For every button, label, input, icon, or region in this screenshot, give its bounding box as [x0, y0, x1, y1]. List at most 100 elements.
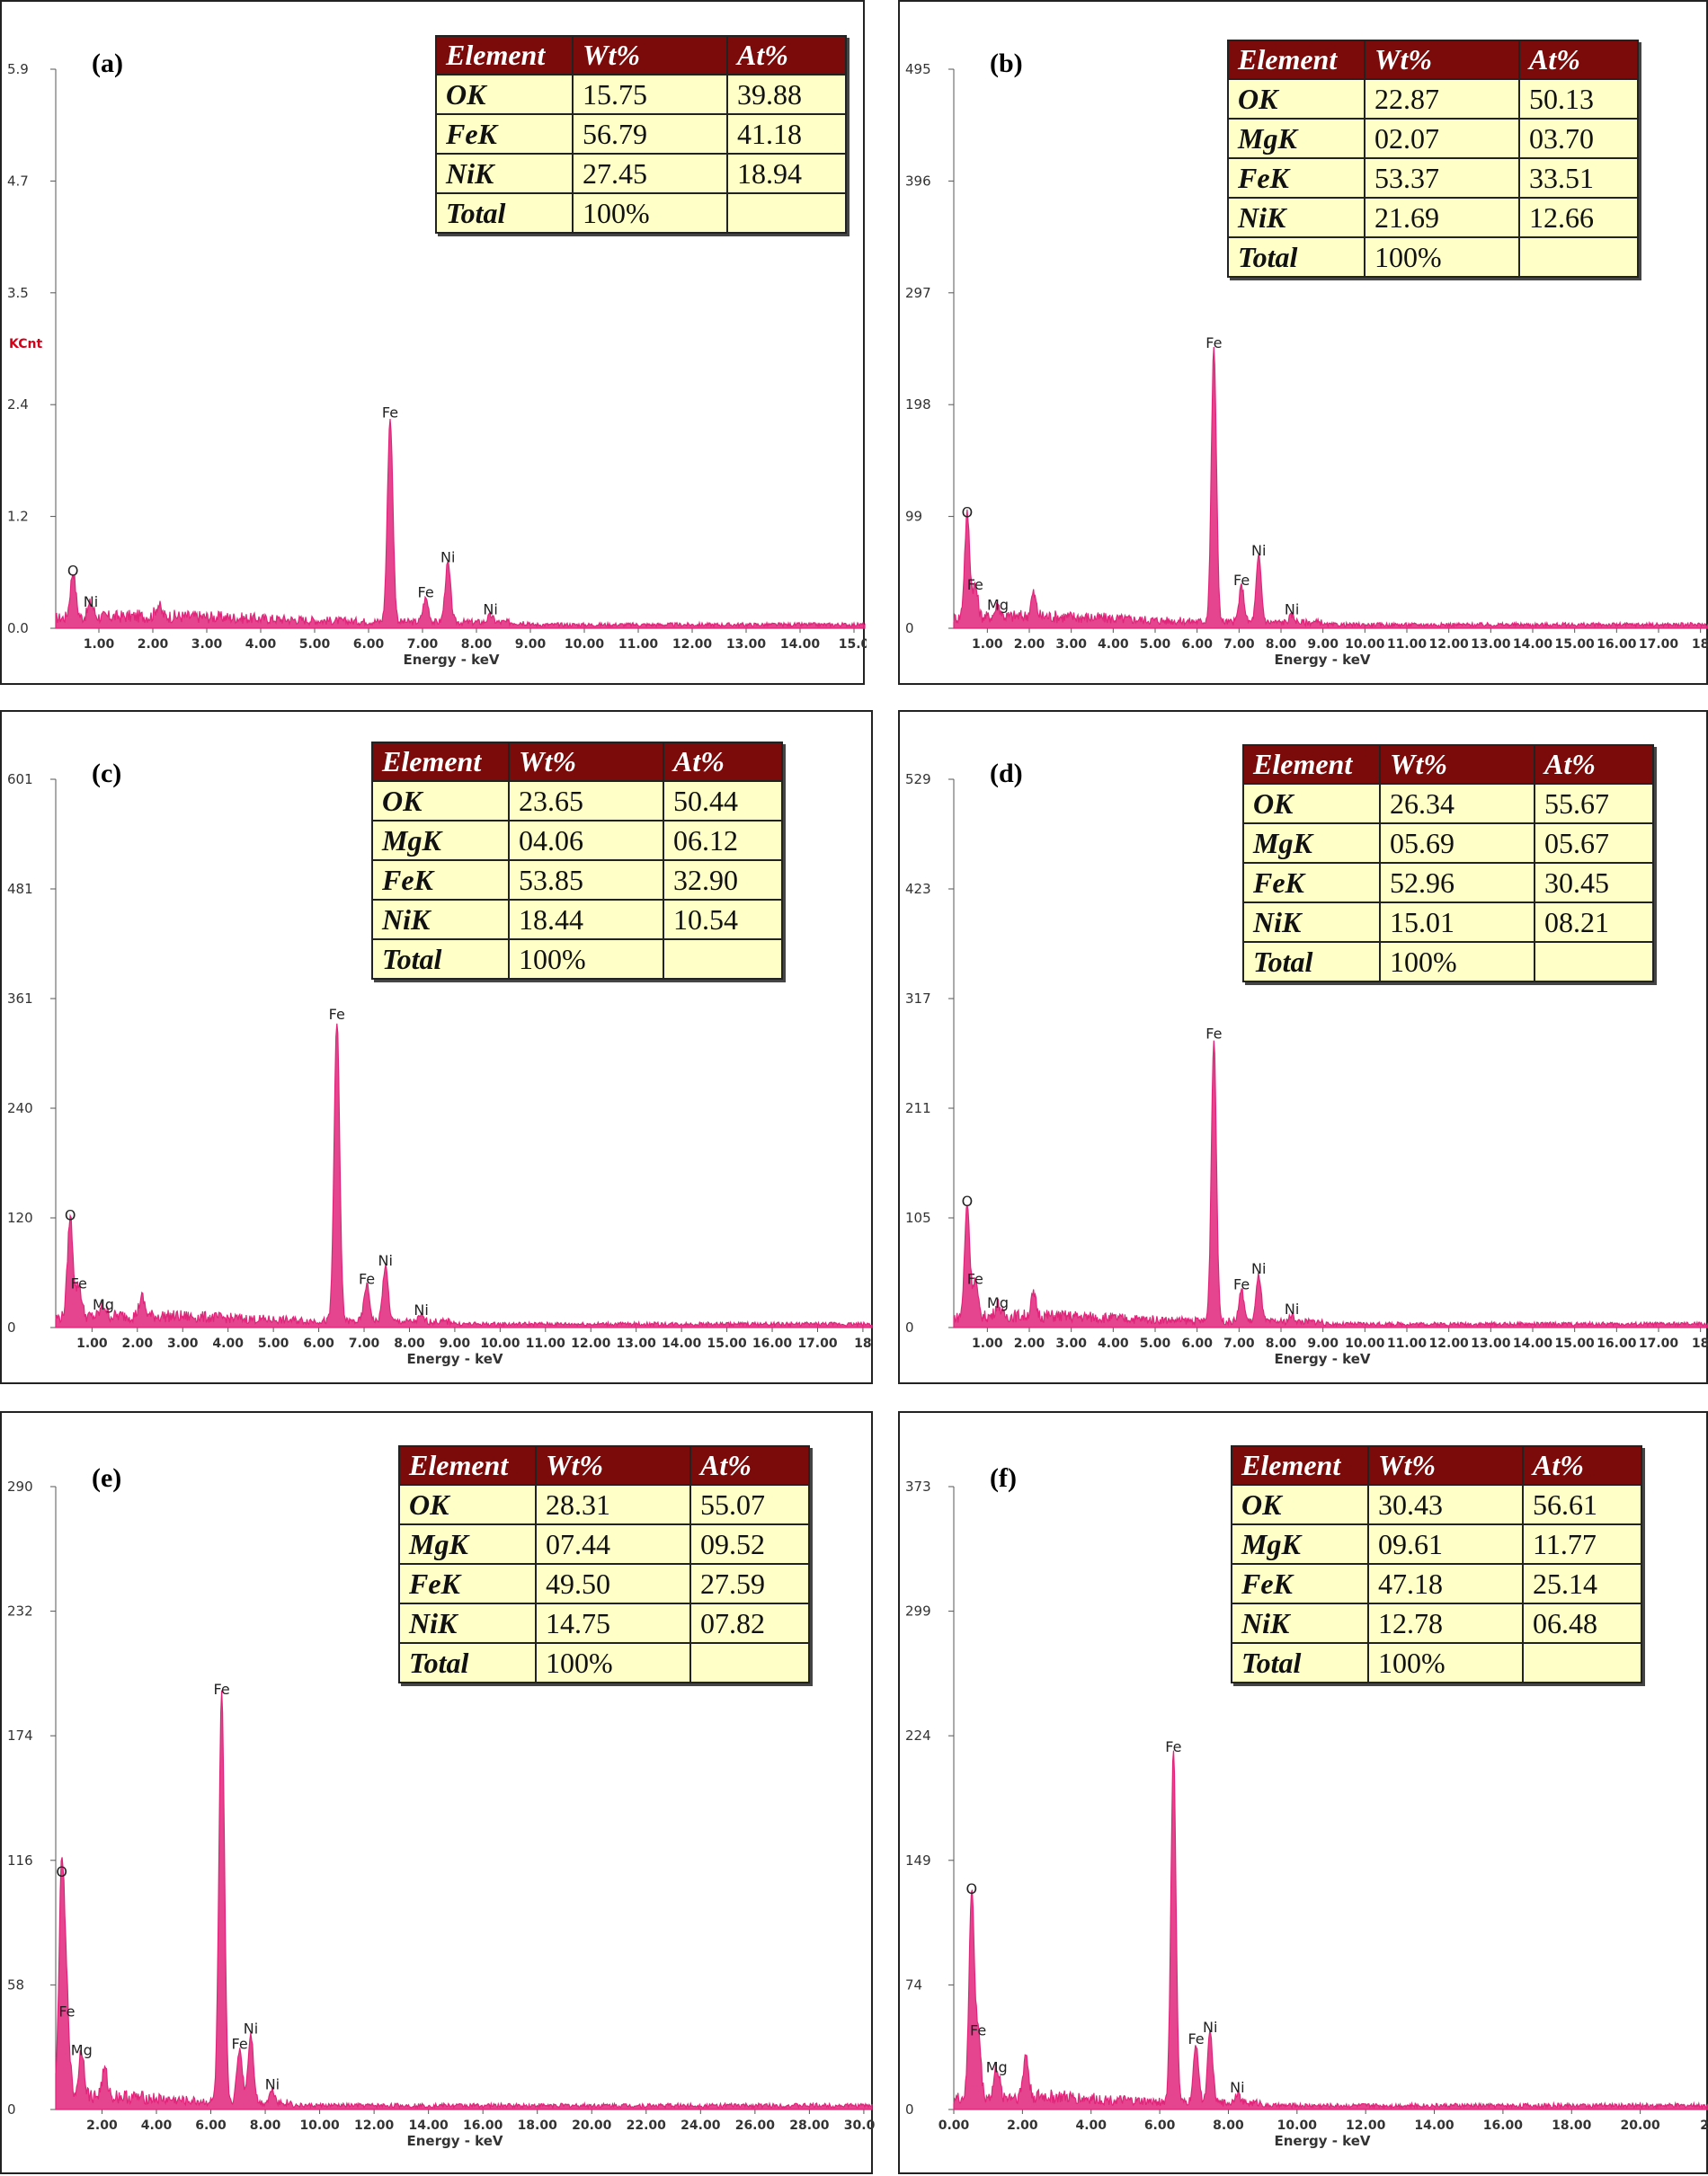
peak-label: Fe [967, 576, 983, 593]
peak-label: Fe [1165, 1738, 1181, 1755]
eds-panel: 0 105 211 317 423 529 1.00 2.00 3.00 4.00 5.00 6.00… [898, 710, 1708, 1384]
x-tick-label: 12.00 [571, 1337, 611, 1351]
table-cell: MgK [371, 820, 510, 861]
x-tick-label: 2.00 [122, 1337, 154, 1351]
y-tick-label: 99 [905, 509, 922, 525]
y-tick-label: 198 [905, 396, 931, 413]
table-cell: FeK [1242, 862, 1381, 903]
table-cell: OK [1227, 78, 1366, 120]
x-tick-label: 17.00 [1639, 637, 1679, 652]
table-cell [1522, 1642, 1642, 1683]
x-tick-label: 0.00 [939, 2118, 970, 2133]
table-cell: 32.90 [663, 859, 783, 901]
x-tick-label: 3.00 [191, 637, 223, 652]
table-cell [1534, 941, 1654, 982]
table-cell: 06.48 [1522, 1603, 1642, 1644]
eds-spectrum: 0 58 116 174 232 290 2.00 4.00 6.00 8.00 10.00 12.0… [7, 1463, 875, 2149]
peak-label: Fe [382, 404, 398, 421]
peak-label: Fe [359, 1270, 375, 1287]
x-tick-label: 8.00 [394, 1337, 425, 1351]
y-tick-label: 1.2 [7, 509, 29, 525]
peak-label: Fe [418, 584, 434, 601]
y-tick-label: 481 [7, 881, 33, 897]
x-tick-label: 17.00 [797, 1337, 838, 1351]
x-tick-label: 15.00 [1555, 637, 1596, 652]
table-cell: 100% [1367, 1642, 1524, 1683]
y-tick-label: 361 [7, 990, 33, 1007]
y-tick-label: 373 [905, 1479, 931, 1495]
x-tick-label: 9.00 [1307, 1337, 1339, 1351]
table-row: MgK 04.06 06.12 [371, 820, 783, 861]
x-tick-label: 2.00 [86, 2118, 118, 2133]
table-cell: 39.88 [726, 74, 847, 115]
y-tick-label: 174 [7, 1727, 33, 1744]
x-tick-label: 9.00 [515, 637, 547, 652]
x-tick-label: 30.00 [844, 2118, 875, 2133]
peak-label: Fe [329, 1006, 345, 1023]
x-tick-label: 5.00 [299, 637, 331, 652]
x-tick-label: 18.00 [1552, 2118, 1592, 2133]
x-axis-label: Energy - keV [406, 1351, 503, 1367]
x-tick-label: 8.00 [250, 2118, 281, 2133]
x-tick-label: 10.00 [1277, 2118, 1318, 2133]
table-row: MgK 02.07 03.70 [1227, 118, 1639, 159]
x-tick-label: 22 [1700, 2118, 1708, 2133]
y-tick-label: 4.7 [7, 173, 29, 189]
table-cell: Total [435, 192, 574, 234]
table-cell: 22.87 [1364, 78, 1520, 120]
peak-label: Fe [1188, 2030, 1204, 2047]
peak-label: Ni [244, 2021, 258, 2038]
x-tick-label: 6.00 [353, 637, 385, 652]
x-tick-label: 2.00 [1007, 2118, 1038, 2133]
x-tick-label: 3.00 [1055, 1337, 1087, 1351]
table-header: Wt% [535, 1445, 691, 1486]
x-tick-label: 10.00 [299, 2118, 340, 2133]
x-tick-label: 18.00 [518, 2118, 558, 2133]
y-tick-label: 3.5 [7, 285, 29, 301]
peak-label: Mg [987, 1294, 1009, 1311]
x-tick-label: 4.00 [1098, 1337, 1129, 1351]
table-cell: Total [371, 938, 510, 980]
peak-label: Fe [232, 2035, 248, 2052]
y-tick-label: 297 [905, 285, 931, 301]
table-header: At% [1534, 744, 1654, 785]
table-cell: 03.70 [1518, 118, 1639, 159]
table-cell [1518, 236, 1639, 278]
peak-label: Fe [967, 1271, 983, 1288]
table-row: Total 100% [371, 938, 783, 980]
x-tick-label: 28.00 [789, 2118, 830, 2133]
y-tick-label: 396 [905, 173, 931, 189]
y-tick-label: 211 [905, 1100, 931, 1116]
x-tick-label: 11.00 [618, 637, 659, 652]
panel-label: (a) [92, 49, 123, 78]
y-tick-label: 116 [7, 1852, 33, 1869]
table-header: Wt% [1379, 744, 1535, 785]
table-header: Element [398, 1445, 537, 1486]
table-cell: FeK [371, 859, 510, 901]
eds-spectrum: 0 120 240 361 481 601 1.00 2.00 3.00 4.00 5.00 6.00… [7, 759, 873, 1367]
peak-label: Ni [414, 1301, 428, 1319]
table-cell: 27.59 [689, 1563, 810, 1604]
table-cell: 11.77 [1522, 1523, 1642, 1565]
peak-label: Fe [1233, 1275, 1250, 1292]
y-tick-label: 0 [7, 1319, 16, 1336]
x-tick-label: 18 [854, 1337, 871, 1351]
peak-label: Mg [71, 2041, 93, 2058]
table-row: MgK 05.69 05.67 [1242, 822, 1654, 864]
x-tick-label: 1.00 [84, 637, 115, 652]
panel-label: (f) [990, 1463, 1017, 1493]
x-tick-label: 22.00 [627, 2118, 667, 2133]
table-cell: 02.07 [1364, 118, 1520, 159]
table-row: FeK 52.96 30.45 [1242, 862, 1654, 903]
x-tick-label: 14.00 [1513, 1337, 1553, 1351]
composition-table: Element Wt% At% OK 22.87 50.13 MgK 02.07 03.70 Fe… [1227, 40, 1639, 278]
x-tick-label: 16.00 [1483, 2118, 1524, 2133]
x-tick-label: 5.00 [258, 1337, 289, 1351]
x-tick-label: 1.00 [972, 637, 1003, 652]
x-tick-label: 5.00 [1140, 637, 1171, 652]
y-tick-label: 0 [905, 1319, 914, 1336]
eds-spectrum: 0.0 1.2 2.4 3.5 4.7 5.9 1.00 2.00 3.00 4.00 5.00 6.… [7, 49, 867, 668]
x-tick-label: 4.00 [245, 637, 277, 652]
table-row: NiK 12.78 06.48 [1231, 1603, 1642, 1644]
table-cell: 53.37 [1364, 157, 1520, 199]
